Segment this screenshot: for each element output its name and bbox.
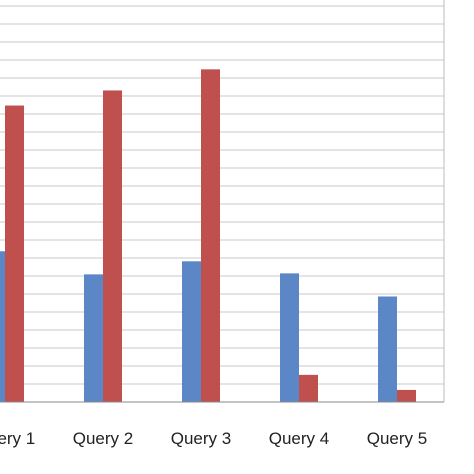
- x-tick-label: Query 3: [171, 429, 231, 448]
- x-tick-label: Query 4: [269, 429, 329, 448]
- bar-2-query-2: [103, 90, 122, 402]
- x-tick-label: Query 2: [73, 429, 133, 448]
- bar-1-query-2: [84, 274, 103, 402]
- x-axis-labels: Query 1 Query 2 Query 3 Query 4 Query 5: [0, 429, 427, 448]
- x-tick-label: Query 5: [367, 429, 427, 448]
- bar-2-query-1: [5, 105, 24, 403]
- bars: [0, 69, 416, 403]
- gridlines: [0, 5, 444, 385]
- bar-2-query-5: [397, 389, 416, 402]
- bar-1-query-4: [280, 273, 299, 402]
- bar-1-query-3: [182, 261, 201, 402]
- x-tick-label: Query 1: [0, 429, 35, 448]
- bar-2-query-3: [201, 69, 220, 402]
- bar-2-query-4: [299, 374, 318, 402]
- bar-1-query-5: [378, 296, 397, 402]
- bar-1-query-1: [0, 251, 5, 402]
